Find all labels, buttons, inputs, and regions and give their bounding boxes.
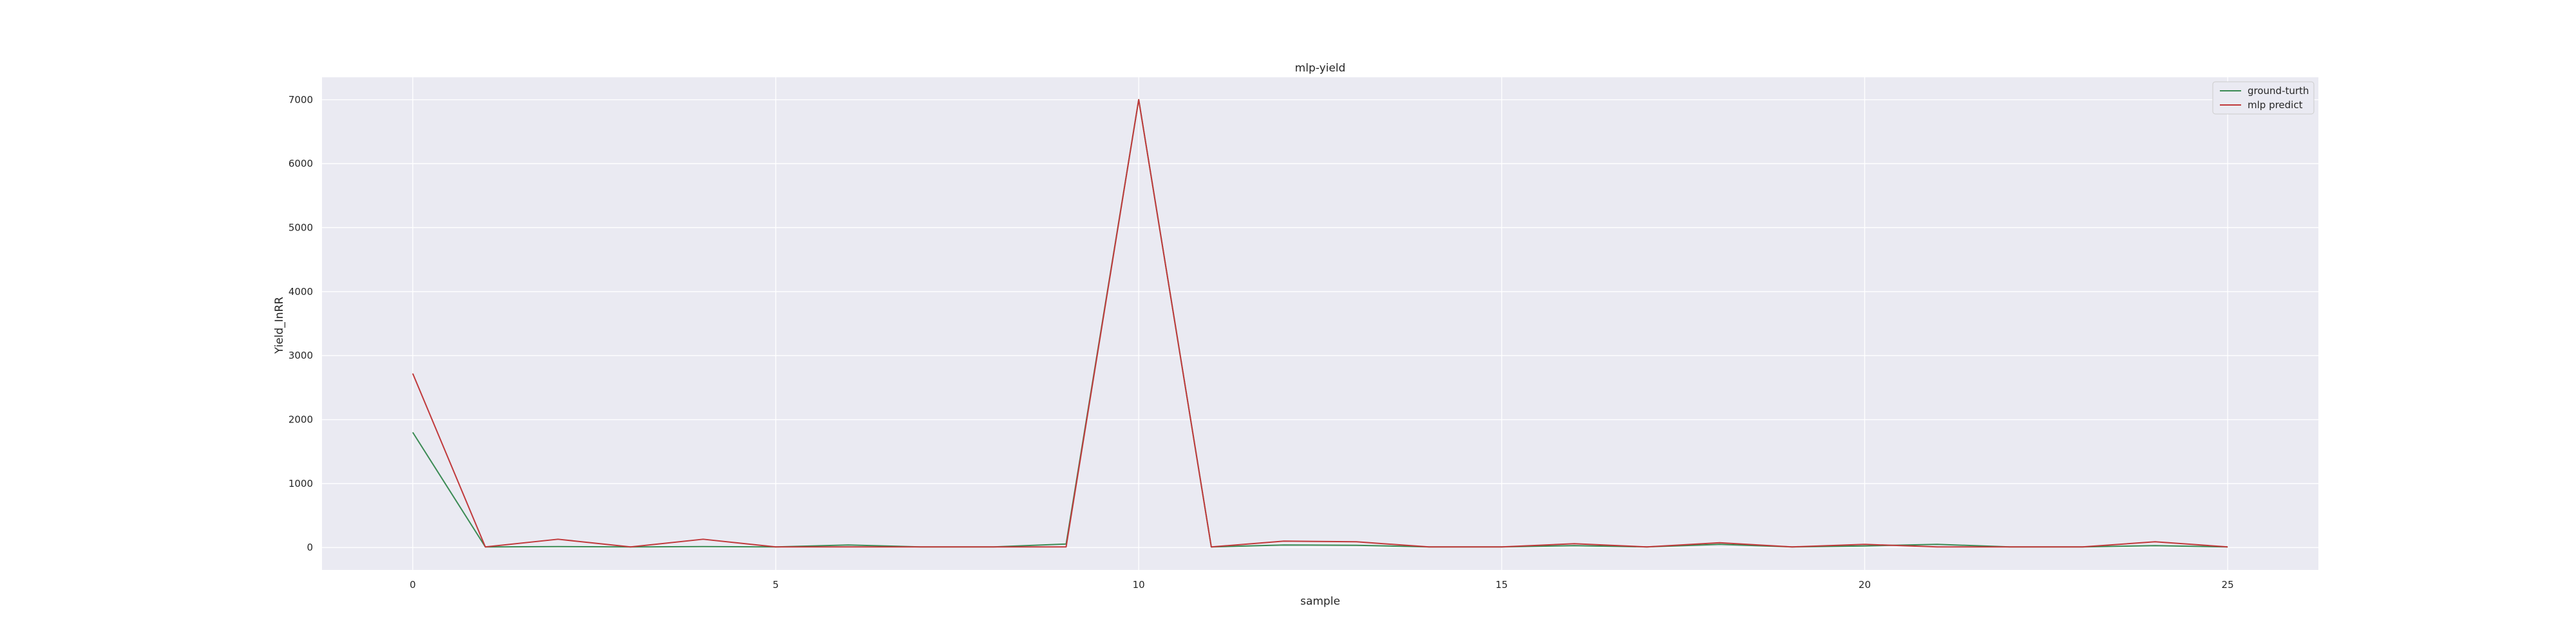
legend-box: [2212, 81, 2315, 115]
legend: ground-turth mlp predict: [2212, 81, 2315, 115]
legend-label-ground-turth: ground-turth: [2248, 85, 2309, 97]
series-line-ground-turth: [412, 99, 2228, 548]
plot-area: [322, 77, 2318, 570]
grid-lines: [322, 77, 2318, 570]
y-tick-label: 7000: [289, 94, 313, 106]
x-axis-label: sample: [1300, 595, 1340, 608]
series-line-mlp-predict: [412, 99, 2228, 548]
x-tick-label: 0: [410, 579, 416, 591]
y-tick-label: 5000: [289, 222, 313, 233]
x-tick-label: 25: [2222, 579, 2234, 591]
legend-label-mlp-predict: mlp predict: [2248, 99, 2303, 111]
x-tick-label: 20: [1859, 579, 1871, 591]
x-tick-label: 5: [773, 579, 779, 591]
y-tick-label: 6000: [289, 158, 313, 169]
y-tick-label: 1000: [289, 478, 313, 489]
x-tick-label: 10: [1133, 579, 1145, 591]
y-tick-label: 3000: [289, 350, 313, 361]
y-tick-label: 2000: [289, 414, 313, 426]
series-lines: [412, 99, 2228, 548]
y-tick-labels: 0 1000 2000 3000 4000 5000 6000 7000: [289, 94, 313, 553]
y-tick-label: 0: [307, 542, 313, 553]
y-tick-label: 4000: [289, 286, 313, 298]
y-axis-label: Yield_InRR: [273, 297, 286, 355]
chart-title: mlp-yield: [1295, 62, 1346, 75]
x-tick-label: 15: [1495, 579, 1508, 591]
x-tick-labels: 0 5 10 15 20 25: [410, 579, 2234, 591]
